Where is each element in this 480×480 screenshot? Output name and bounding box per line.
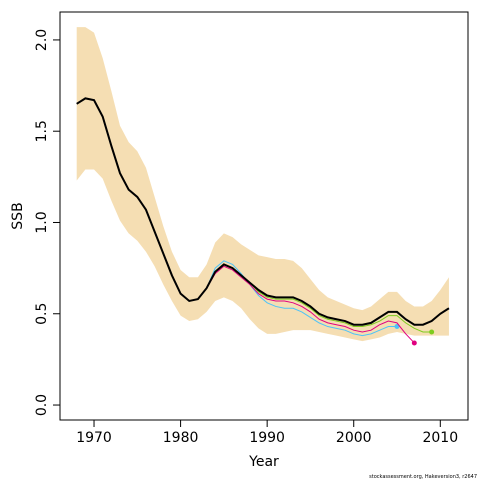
x-tick-label: 2000 bbox=[336, 430, 372, 446]
y-tick-label: 1.5 bbox=[34, 120, 50, 142]
confidence-band bbox=[76, 27, 449, 342]
x-tick-label: 1980 bbox=[163, 430, 199, 446]
series-line bbox=[76, 97, 450, 326]
footnote: stockassessment.org, Hakeversion3, r2647 bbox=[369, 474, 477, 480]
plot-frame bbox=[59, 11, 469, 421]
y-tick-label: 2.0 bbox=[34, 29, 50, 51]
end-point bbox=[429, 329, 435, 335]
x-tick-label: 2010 bbox=[422, 430, 458, 446]
y-tick-label: 0.0 bbox=[34, 394, 50, 416]
x-tick-label: 1990 bbox=[249, 430, 285, 446]
end-point bbox=[411, 340, 417, 346]
y-tick-label: 1.0 bbox=[34, 211, 50, 233]
y-axis-label: SSB bbox=[10, 202, 26, 229]
end-point bbox=[394, 324, 400, 330]
y-tick-label: 0.5 bbox=[34, 303, 50, 325]
x-tick-label: 1970 bbox=[76, 430, 112, 446]
x-axis-label: Year bbox=[248, 454, 279, 470]
